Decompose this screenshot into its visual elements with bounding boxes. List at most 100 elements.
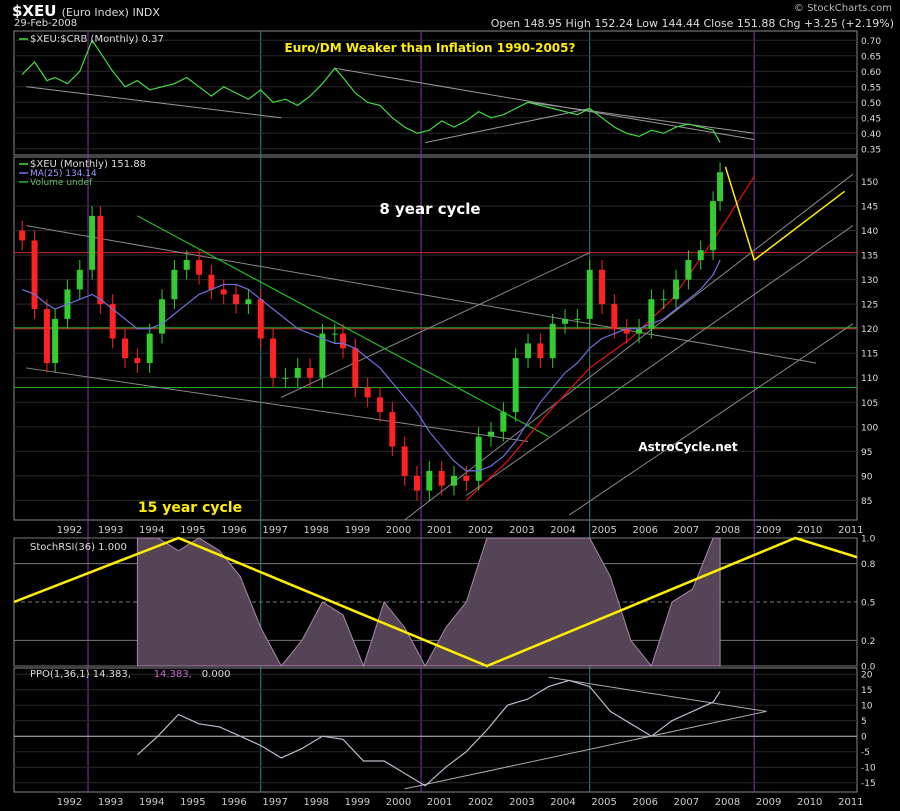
price-candle [697, 240, 704, 270]
price-candle [208, 264, 215, 300]
price-candle [623, 318, 630, 344]
price-candle [159, 289, 166, 344]
price-candle [512, 348, 519, 422]
candle-body [339, 333, 346, 349]
x-tick-label: 2004 [550, 797, 575, 808]
price-candle [52, 309, 59, 373]
y-tick-label: 130 [861, 276, 878, 286]
x-tick-label: 2001 [427, 525, 452, 536]
x-tick-label: 1995 [180, 797, 205, 808]
price-candle [717, 162, 724, 211]
x-tick-label: 2011 [838, 797, 863, 808]
y-tick-label: 0.2 [861, 637, 875, 647]
symbol-desc: (Euro Index) INDX [61, 6, 160, 19]
price-candle [109, 294, 116, 349]
y-tick-label: 0.5 [861, 599, 875, 609]
candle-body [171, 269, 178, 300]
price-legend-entry: $XEU (Monthly) 151.88 [30, 159, 146, 170]
x-tick-label: 1996 [221, 797, 246, 808]
ohlc-readout: Open 148.95 High 152.24 Low 144.44 Close… [490, 17, 894, 30]
y-tick-label: 125 [861, 301, 878, 311]
cycle-lines [13, 166, 858, 668]
price-legend-entry: Volume undef [30, 178, 93, 188]
candle-body [31, 240, 38, 310]
stochrsi-legend: StochRSI(36) 1.000 [30, 542, 127, 553]
price-candle [270, 328, 277, 388]
y-tick-label: -10 [861, 764, 876, 774]
price-candle [599, 260, 606, 314]
ratio-trend-line [26, 86, 282, 119]
x-tick-label: 1999 [345, 525, 370, 536]
ratio-trend-line [527, 101, 755, 134]
candle-body [525, 343, 532, 359]
price-candle [574, 309, 581, 329]
candle-body [331, 333, 338, 335]
annotation-8-year-cycle: 8 year cycle [379, 200, 480, 218]
x-tick-label: 2006 [632, 525, 657, 536]
x-tick-label: 1994 [139, 525, 164, 536]
price-candle [549, 313, 556, 368]
candle-body [463, 475, 470, 481]
x-tick-label: 1994 [139, 797, 164, 808]
y-tick-label: 145 [861, 203, 878, 213]
price-candle [146, 323, 153, 373]
candle-body [134, 358, 141, 364]
y-tick-label: 115 [861, 350, 878, 360]
price-candle [710, 191, 717, 261]
price-candle [685, 250, 692, 290]
y-tick-label: 1.0 [861, 535, 876, 545]
price-candle [413, 466, 420, 501]
candle-body [574, 318, 581, 320]
candle-body [319, 333, 326, 378]
candle-body [245, 299, 252, 305]
stockcharts-logo: © StockCharts.com [793, 3, 892, 14]
y-tick-label: 0.60 [861, 68, 881, 78]
symbol-title: $XEU (Euro Index) INDX [12, 2, 160, 20]
price-candle [319, 323, 326, 388]
price-candle [331, 323, 338, 344]
candle-body [122, 338, 129, 359]
y-tick-label: 135 [861, 252, 878, 262]
price-candle [438, 461, 445, 496]
ppo-legend-entry: 14.383, [154, 669, 192, 680]
y-tick-label: 10 [861, 702, 873, 712]
ratio-trend-line [425, 108, 590, 144]
ma-line [21, 259, 721, 472]
y-tick-label: 0.65 [861, 52, 881, 62]
x-tick-label: 1997 [262, 525, 287, 536]
x-tick-label: 2010 [797, 525, 822, 536]
candle-body [660, 299, 667, 301]
price-candle [233, 284, 240, 314]
candle-body [562, 318, 569, 324]
candle-body [500, 412, 507, 432]
candle-body [208, 274, 215, 290]
ppo-legend-entry: 0.000 [202, 669, 231, 680]
price-candle [220, 279, 227, 305]
ppo-legend-entry: PPO(1,36,1) 14.383, [30, 669, 131, 680]
price-candle [134, 348, 141, 373]
x-tick-label: 1993 [98, 525, 123, 536]
price-candle [122, 328, 129, 368]
channel-line [281, 252, 590, 398]
candle-body [389, 412, 396, 447]
price-candle [401, 436, 408, 486]
price-candle [31, 230, 38, 319]
y-tick-label: 85 [861, 497, 872, 507]
ppo-trend-line [404, 710, 767, 790]
candle-body [636, 328, 643, 334]
price-candle [76, 260, 83, 300]
x-tick-label: 2001 [427, 797, 452, 808]
price-candle [376, 387, 383, 422]
channel-line [568, 323, 854, 516]
x-tick-label: 2011 [838, 525, 863, 536]
x-tick-label: 2009 [756, 525, 781, 536]
candle-body [537, 343, 544, 359]
y-tick-label: 95 [861, 448, 872, 458]
candle-body [52, 318, 59, 364]
candle-body [233, 294, 240, 305]
price-candle [636, 318, 643, 344]
price-candle [19, 220, 26, 251]
y-tick-label: 0.0 [861, 663, 876, 673]
x-tick-label: 2007 [674, 525, 699, 536]
